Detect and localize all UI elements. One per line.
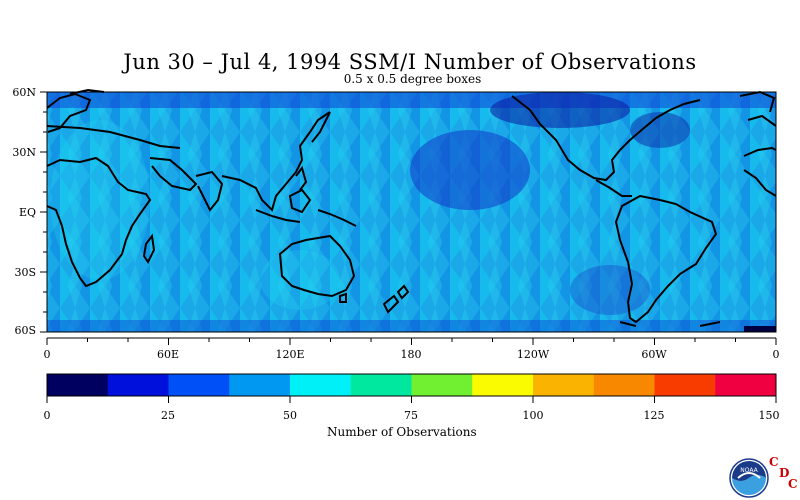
colorbar-label-0: 0 (43, 409, 51, 422)
colorbar-cell (229, 374, 291, 396)
colorbar-cell (472, 374, 534, 396)
cdc-letter-c1: C (769, 455, 779, 469)
colorbar-cell (350, 374, 412, 396)
colorbar-cell (654, 374, 716, 396)
cdc-letter-d: D (779, 466, 790, 480)
lat-label-eq: EQ (18, 206, 36, 219)
colorbar-label-150: 150 (758, 409, 780, 422)
lat-label-60s: 60S (14, 324, 36, 337)
colorbar-ticks (46, 396, 777, 403)
colorbar-cell (168, 374, 230, 396)
colorbar-title: Number of Observations (327, 425, 477, 439)
lon-label-0-west: 0 (43, 348, 51, 361)
lon-label-60e: 60E (156, 348, 180, 361)
colorbar-cell (533, 374, 595, 396)
latitude-ticks (40, 91, 47, 333)
lat-label-30n: 30N (12, 146, 36, 159)
lon-label-120e: 120E (275, 348, 305, 361)
longitude-axis (46, 337, 777, 345)
lon-label-120w: 120W (516, 348, 550, 361)
noaa-logo-text: NOAA (740, 467, 758, 474)
lat-label-30s: 30S (14, 266, 36, 279)
colorbar-label-125: 125 (643, 409, 665, 422)
observation-field (47, 92, 776, 332)
colorbar-cell (47, 374, 109, 396)
lon-label-0-east: 0 (772, 348, 780, 361)
colorbar-cell (290, 374, 352, 396)
chart-title: Jun 30 – Jul 4, 1994 SSM/I Number of Obs… (123, 50, 697, 74)
coastlines (46, 88, 777, 327)
colorbar-cell (593, 374, 655, 396)
colorbar-label-100: 100 (522, 409, 544, 422)
colorbar (47, 374, 777, 396)
lon-label-180: 180 (400, 348, 422, 361)
colorbar-cell (715, 374, 777, 396)
colorbar-label-75: 75 (404, 409, 418, 422)
lon-label-60w: 60W (641, 348, 667, 361)
colorbar-cell (107, 374, 169, 396)
lat-label-60n: 60N (12, 86, 36, 99)
chart-subtitle: 0.5 x 0.5 degree boxes (343, 72, 482, 86)
colorbar-label-50: 50 (283, 409, 297, 422)
noaa-logo: NOAA (729, 458, 769, 498)
cdc-letter-c2: C (788, 477, 798, 491)
colorbar-cell (411, 374, 473, 396)
colorbar-label-25: 25 (161, 409, 175, 422)
